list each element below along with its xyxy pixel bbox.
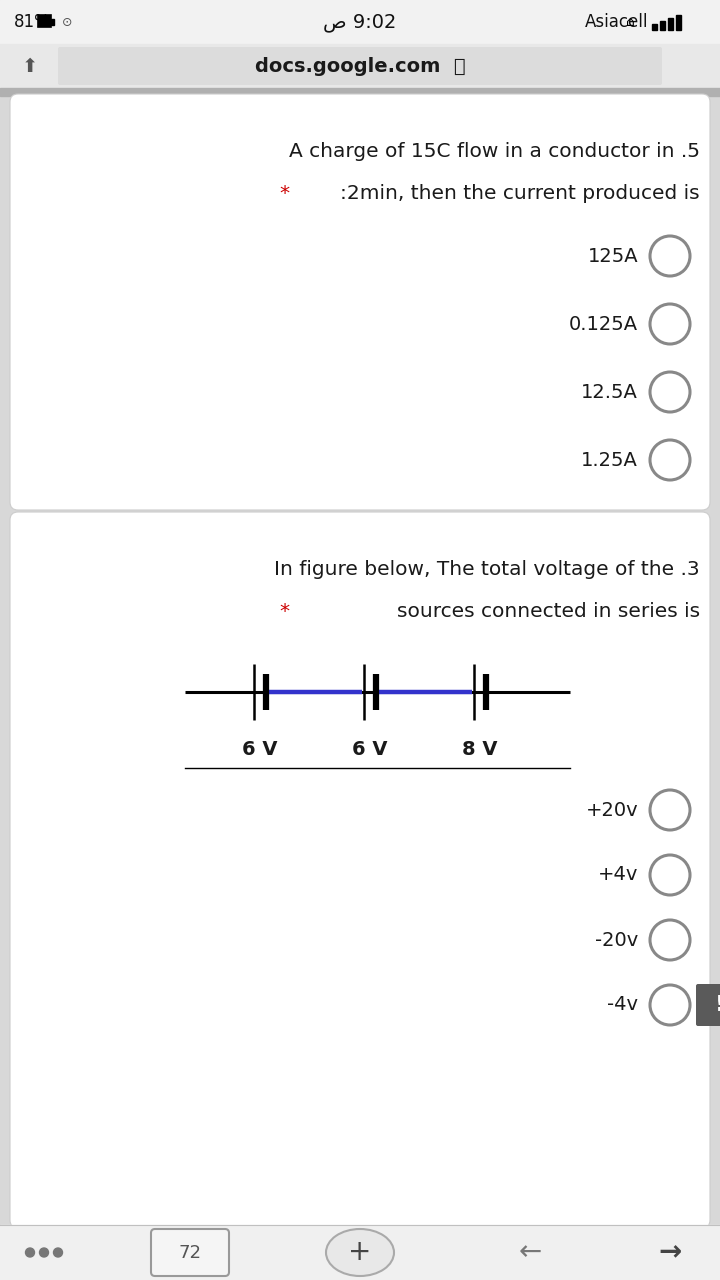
Circle shape	[53, 1248, 63, 1257]
Text: 12.5A: 12.5A	[581, 383, 638, 402]
Circle shape	[40, 1248, 48, 1257]
Bar	[652, 24, 657, 29]
Text: -20v: -20v	[595, 931, 638, 950]
Bar	[0, 0, 720, 44]
Text: *: *	[280, 184, 297, 204]
Text: 8 V: 8 V	[462, 740, 498, 759]
Text: 6 V: 6 V	[242, 740, 278, 759]
Text: ⊙: ⊙	[58, 15, 73, 28]
FancyBboxPatch shape	[38, 15, 51, 27]
Ellipse shape	[326, 1229, 394, 1276]
Text: *: *	[280, 602, 297, 621]
Bar	[0, 1225, 720, 1280]
Circle shape	[25, 1248, 35, 1257]
Text: In figure below, The total voltage of the .3: In figure below, The total voltage of th…	[274, 561, 700, 579]
Text: Asiacell: Asiacell	[585, 13, 648, 31]
Bar	[676, 15, 681, 29]
Text: ←: ←	[518, 1239, 541, 1266]
FancyBboxPatch shape	[696, 984, 720, 1027]
Text: 1.25A: 1.25A	[581, 451, 638, 470]
FancyBboxPatch shape	[58, 47, 662, 84]
Text: :2min, then the current produced is: :2min, then the current produced is	[341, 184, 700, 204]
Text: 125A: 125A	[588, 247, 638, 265]
Text: -4v: -4v	[607, 996, 638, 1015]
Bar	[660, 20, 665, 29]
FancyBboxPatch shape	[10, 93, 710, 509]
Text: +20v: +20v	[585, 800, 638, 819]
FancyBboxPatch shape	[151, 1229, 229, 1276]
Bar	[668, 18, 673, 29]
Text: A charge of 15C flow in a conductor in .5: A charge of 15C flow in a conductor in .…	[289, 142, 700, 161]
Text: 6 V: 6 V	[352, 740, 388, 759]
Text: 72: 72	[179, 1243, 202, 1262]
Bar	[0, 44, 720, 88]
Text: docs.google.com  🔒: docs.google.com 🔒	[255, 56, 465, 76]
Text: →: →	[658, 1239, 682, 1266]
Bar	[51, 19, 54, 26]
Bar	[0, 88, 720, 96]
FancyBboxPatch shape	[10, 512, 710, 1228]
Text: +: +	[348, 1239, 372, 1266]
Text: ص 9:02: ص 9:02	[323, 13, 397, 32]
Text: ⌂: ⌂	[626, 15, 634, 29]
Text: 0.125A: 0.125A	[569, 315, 638, 334]
Text: !: !	[715, 995, 720, 1015]
Text: ⬆: ⬆	[22, 56, 38, 76]
Text: sources connected in series is: sources connected in series is	[397, 602, 700, 621]
Text: +4v: +4v	[598, 865, 638, 884]
Text: 81%: 81%	[14, 13, 50, 31]
